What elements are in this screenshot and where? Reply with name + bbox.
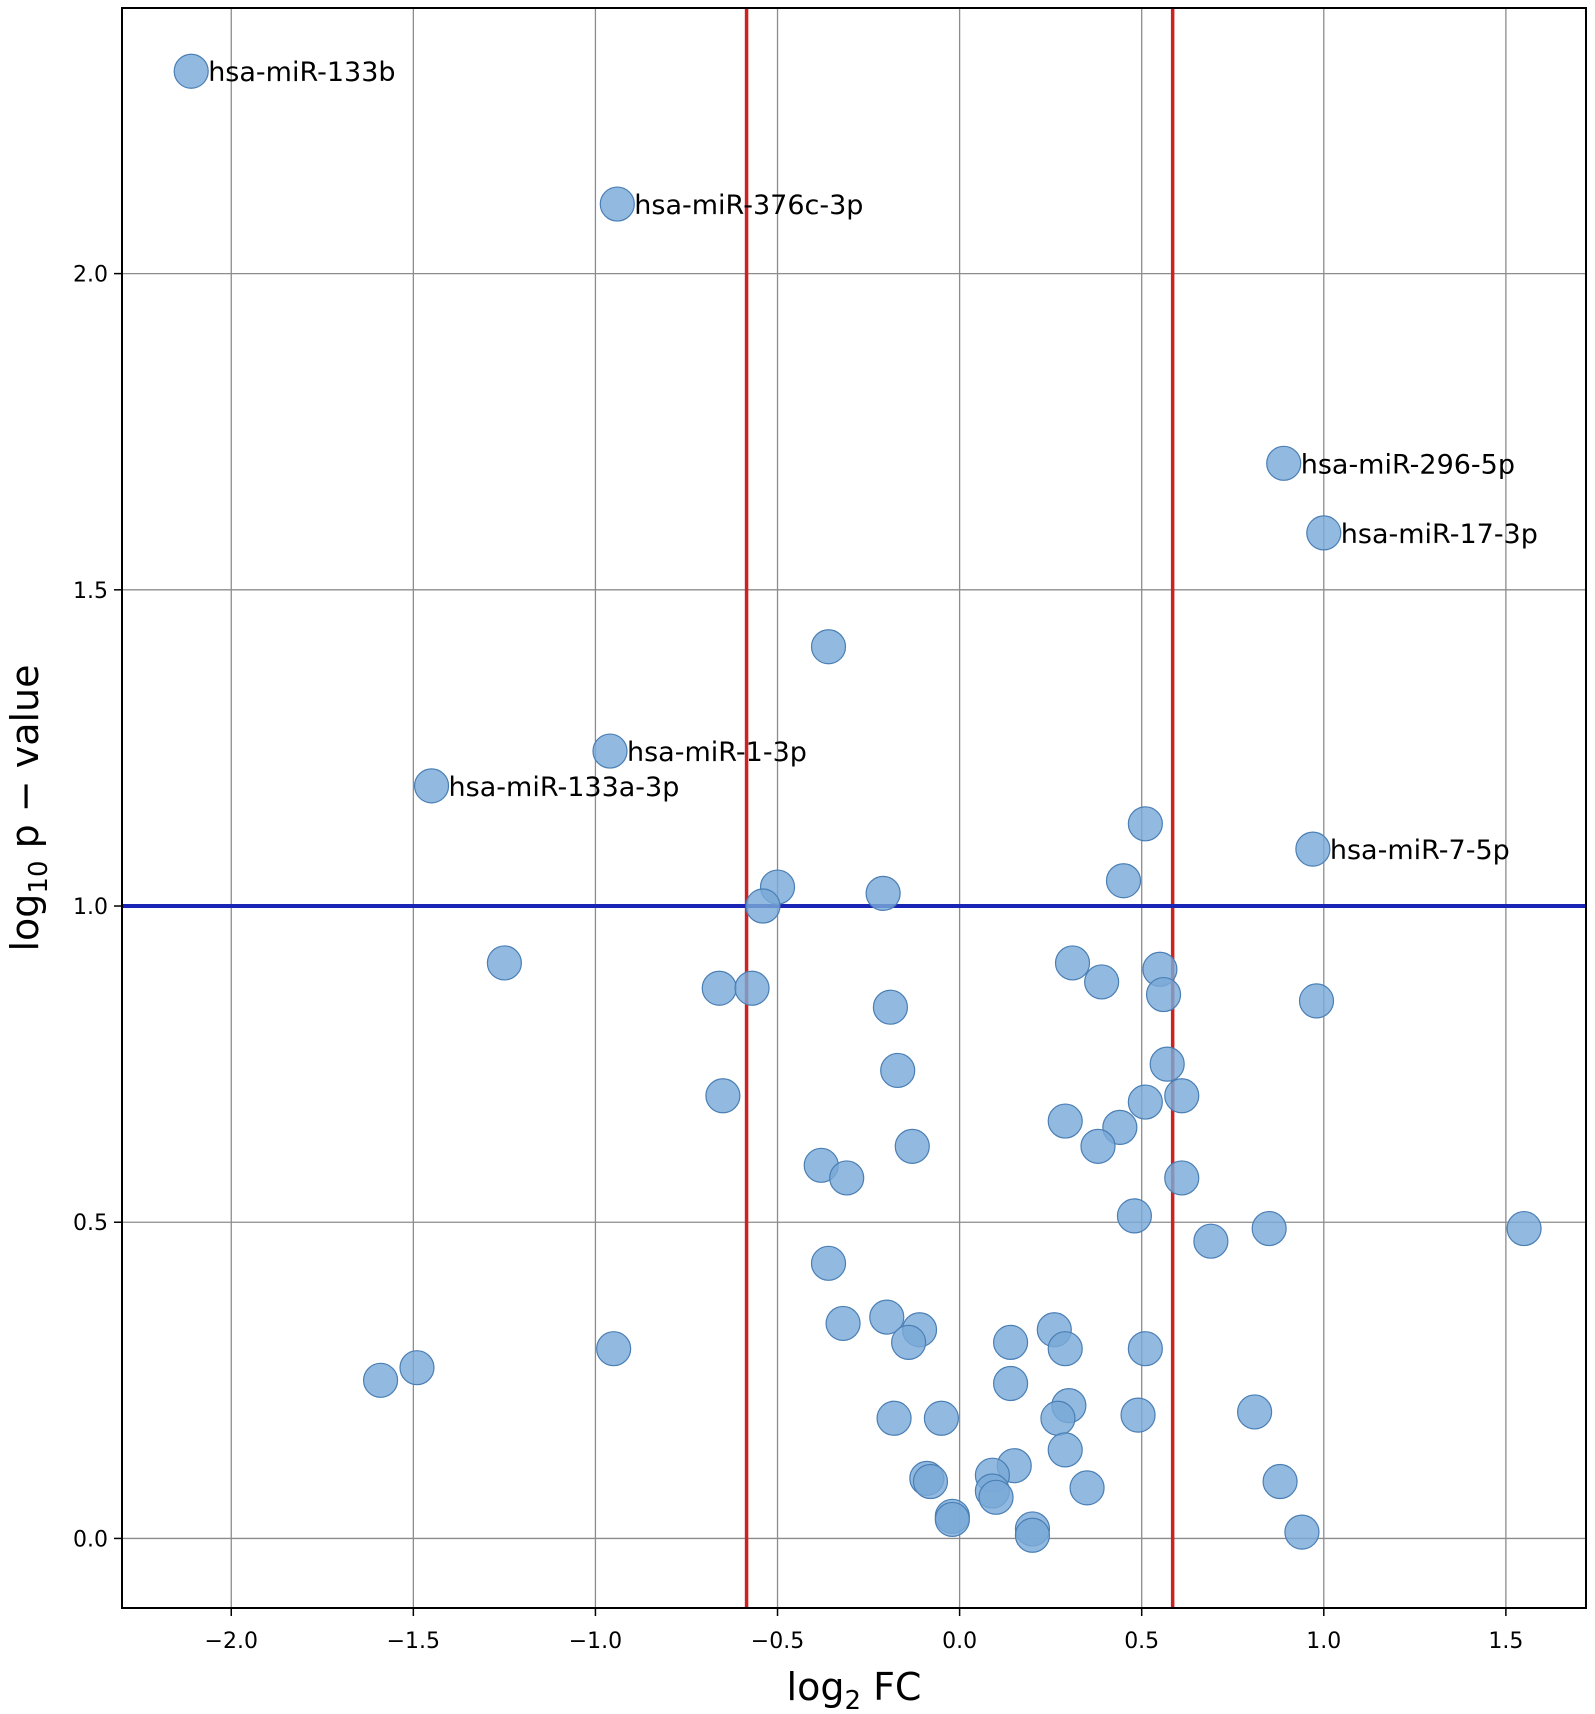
x-tick-label: 0.5 <box>1124 1629 1159 1654</box>
data-point <box>992 1324 1029 1360</box>
point-label: hsa-miR-376c-3p <box>634 190 863 221</box>
data-point <box>992 1365 1029 1402</box>
data-point <box>1084 964 1120 1000</box>
data-point <box>1506 1210 1542 1247</box>
plot-frame <box>121 7 1587 1609</box>
annotated-data-point <box>599 186 635 222</box>
y-axis-ticks: 0.0 0.5 1.0 1.5 2.0 <box>73 263 122 1552</box>
data-point <box>1236 1394 1273 1430</box>
data-point <box>978 1479 1014 1515</box>
point-label: hsa-miR-133a-3p <box>449 772 680 803</box>
data-point <box>1054 945 1091 981</box>
data-point <box>1193 1223 1229 1259</box>
x-axis-title-suffix: FC <box>861 1665 921 1709</box>
data-point <box>1047 1103 1083 1139</box>
y-tick-label: 1.0 <box>73 895 108 920</box>
data-point <box>399 1350 435 1386</box>
data-point <box>362 1362 399 1398</box>
data-point <box>1127 1084 1163 1120</box>
x-axis-title-subscript: 2 <box>844 1686 861 1714</box>
data-point <box>1164 1078 1200 1114</box>
point-label: hsa-miR-133b <box>208 57 395 88</box>
data-point <box>1127 1331 1163 1367</box>
y-tick-label: 0.0 <box>73 1527 108 1552</box>
grid <box>122 8 1586 1608</box>
x-tick-label: −1.0 <box>569 1629 622 1654</box>
data-point <box>1251 1210 1287 1247</box>
data-point <box>745 888 781 924</box>
data-point <box>1047 1432 1083 1468</box>
data-point <box>876 1400 912 1436</box>
data-point <box>1105 863 1142 899</box>
data-point <box>705 1078 741 1114</box>
x-tick-label: 0.0 <box>942 1629 977 1654</box>
annotated-data-point <box>413 768 450 804</box>
data-point <box>1069 1470 1105 1506</box>
data-point <box>1014 1517 1051 1553</box>
x-axis-title-log: log <box>787 1665 845 1709</box>
x-axis-ticks: −2.0 −1.5 −1.0 −0.5 0.0 0.5 1.0 1.5 <box>205 1608 1523 1654</box>
data-point <box>869 1299 905 1335</box>
data-point <box>1262 1463 1298 1500</box>
data-point <box>1080 1128 1116 1164</box>
threshold-lines <box>122 8 1586 1608</box>
point-label: hsa-miR-7-5p <box>1330 835 1510 866</box>
x-tick-label: 1.0 <box>1306 1629 1341 1654</box>
data-point <box>701 970 737 1006</box>
x-tick-label: −1.5 <box>387 1629 440 1654</box>
data-point <box>1047 1331 1083 1367</box>
point-label: hsa-miR-1-3p <box>627 737 807 768</box>
data-point <box>880 1052 916 1089</box>
annotated-data-point <box>1295 831 1331 867</box>
y-tick-label: 2.0 <box>73 263 108 288</box>
point-label: hsa-miR-296-5p <box>1301 449 1515 480</box>
annotated-data-point <box>1306 515 1342 551</box>
annotated-data-point <box>592 733 628 769</box>
point-annotations: hsa-miR-133b hsa-miR-376c-3p hsa-miR-296-5… <box>208 57 1538 866</box>
data-point <box>934 1501 970 1538</box>
data-point <box>1298 983 1335 1019</box>
data-point <box>829 1160 865 1196</box>
data-point <box>734 970 770 1006</box>
data-point <box>891 1324 927 1360</box>
data-point <box>1164 1160 1200 1196</box>
data-point <box>1284 1514 1320 1550</box>
data-point <box>810 1245 847 1281</box>
data-point <box>894 1128 930 1164</box>
data-point <box>1116 1198 1153 1234</box>
data-point <box>1040 1400 1076 1436</box>
x-tick-label: 1.5 <box>1488 1629 1523 1654</box>
point-label: hsa-miR-17-3p <box>1341 519 1538 550</box>
data-point <box>923 1400 960 1436</box>
data-point <box>1120 1397 1156 1433</box>
data-point <box>810 629 847 665</box>
y-axis-title-suffix: p − value <box>3 664 47 860</box>
x-tick-label: −2.0 <box>205 1629 258 1654</box>
data-point <box>1145 976 1182 1013</box>
data-point <box>596 1331 632 1367</box>
y-axis-title-log: log <box>3 894 47 952</box>
x-tick-label: −0.5 <box>751 1629 804 1654</box>
data-point <box>1127 806 1163 842</box>
data-points <box>173 53 1542 1553</box>
data-point <box>486 945 522 981</box>
y-tick-label: 0.5 <box>73 1211 108 1236</box>
data-point <box>825 1305 861 1342</box>
annotated-data-point <box>173 53 209 89</box>
data-point <box>1149 1046 1185 1082</box>
x-axis-title: log2 FC <box>787 1665 922 1714</box>
data-point <box>872 989 909 1025</box>
annotated-data-point <box>1266 445 1302 481</box>
y-tick-label: 1.5 <box>73 579 108 604</box>
data-point <box>865 875 901 911</box>
y-axis-title: log10 p − value <box>3 664 54 951</box>
y-axis-title-subscript: 10 <box>24 860 54 893</box>
data-point <box>912 1463 949 1500</box>
